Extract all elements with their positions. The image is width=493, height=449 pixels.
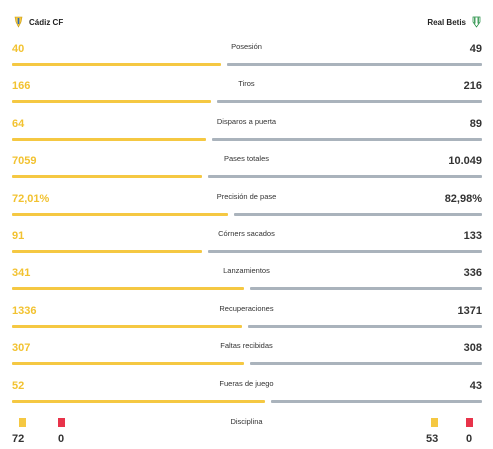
- discipline-label: Disciplina: [230, 417, 263, 426]
- home-yellow-count: 72: [12, 433, 25, 445]
- stat-row: 166 Tiros 216: [0, 79, 493, 109]
- away-red-count: 0: [466, 433, 473, 445]
- away-stat-value: 1371: [457, 304, 482, 317]
- cadiz-crest-icon: [14, 16, 23, 28]
- home-stat-value: 307: [12, 342, 31, 355]
- away-stat-bar: [234, 212, 482, 216]
- away-stat-value: 133: [463, 230, 482, 242]
- away-stat-bar: [271, 399, 482, 403]
- away-stat-value: 43: [469, 379, 482, 392]
- stat-row: 307 Faltas recibidas 308: [0, 341, 493, 371]
- home-stat-bar: [12, 250, 202, 253]
- stat-label: Recuperaciones: [219, 303, 274, 313]
- away-stat-bar: [248, 324, 482, 328]
- home-stat-bar: [12, 175, 202, 179]
- discipline-row: 72 0 Disciplina 53 0: [0, 414, 493, 449]
- home-stat-value: 341: [12, 267, 31, 280]
- home-team-name: Cádiz CF: [29, 17, 64, 27]
- red-card-icon: [466, 418, 473, 427]
- home-stat-value: 52: [12, 379, 25, 392]
- away-stat-value: 336: [463, 267, 482, 280]
- stat-label: Pases totales: [223, 154, 270, 164]
- yellow-card-icon: [19, 418, 26, 427]
- home-stat-bar: [12, 287, 244, 291]
- home-stat-value: 1336: [12, 304, 37, 317]
- home-red-count: 0: [58, 433, 65, 445]
- away-stat-value: 216: [463, 80, 482, 93]
- away-stat-value: 10.049: [448, 155, 482, 168]
- home-stat-bar: [12, 137, 206, 141]
- home-stat-value: 40: [12, 43, 25, 55]
- stat-label: Disparos a puerta: [216, 116, 277, 126]
- yellow-card-icon: [431, 418, 438, 427]
- away-yellow-count: 53: [426, 433, 439, 445]
- home-stat-bar: [12, 399, 265, 403]
- away-stat-bar: [217, 100, 482, 104]
- away-stat-value: 308: [463, 342, 482, 355]
- stat-row: 40 Posesión 49: [0, 42, 493, 72]
- away-stat-value: 82,98%: [444, 192, 482, 205]
- home-stat-bar: [12, 212, 228, 216]
- home-stat-bar: [12, 63, 221, 66]
- home-team: Cádiz CF: [14, 16, 63, 28]
- home-stat-value: 72,01%: [12, 192, 50, 205]
- away-stat-bar: [212, 137, 482, 141]
- stat-label: Fueras de juego: [219, 378, 274, 388]
- away-team: Real Betis: [427, 16, 481, 28]
- home-stat-value: 7059: [12, 155, 37, 168]
- stat-row: 7059 Pases totales 10.049: [0, 154, 493, 184]
- stat-label: Tiros: [238, 79, 255, 89]
- teams-header: Cádiz CF Real Betis: [0, 14, 493, 34]
- away-stat-bar: [227, 63, 482, 66]
- stat-label: Posesión: [231, 42, 262, 51]
- away-stat-bar: [208, 175, 482, 179]
- stat-row: 91 Córners sacados 133: [0, 229, 493, 259]
- stat-row: 341 Lanzamientos 336: [0, 266, 493, 296]
- red-card-icon: [58, 418, 65, 427]
- stat-label: Faltas recibidas: [220, 341, 273, 351]
- betis-crest-icon: [472, 16, 481, 28]
- away-stat-value: 89: [469, 117, 482, 130]
- home-stat-value: 166: [12, 80, 31, 93]
- home-stat-bar: [12, 324, 242, 328]
- home-stat-bar: [12, 362, 244, 366]
- home-stat-bar: [12, 100, 211, 104]
- stat-row: 52 Fueras de juego 43: [0, 379, 493, 409]
- stat-label: Córners sacados: [218, 229, 275, 238]
- stat-label: Lanzamientos: [223, 266, 270, 276]
- stat-row: 72,01% Precisión de pase 82,98%: [0, 192, 493, 222]
- home-stat-value: 91: [12, 230, 25, 242]
- home-stat-value: 64: [12, 117, 25, 130]
- stat-row: 64 Disparos a puerta 89: [0, 117, 493, 147]
- away-team-name: Real Betis: [427, 17, 466, 27]
- stat-row: 1336 Recuperaciones 1371: [0, 304, 493, 334]
- away-stat-value: 49: [469, 43, 482, 55]
- away-stat-bar: [250, 362, 482, 366]
- stat-label: Precisión de pase: [216, 191, 277, 201]
- away-stat-bar: [250, 287, 482, 291]
- away-stat-bar: [208, 250, 482, 253]
